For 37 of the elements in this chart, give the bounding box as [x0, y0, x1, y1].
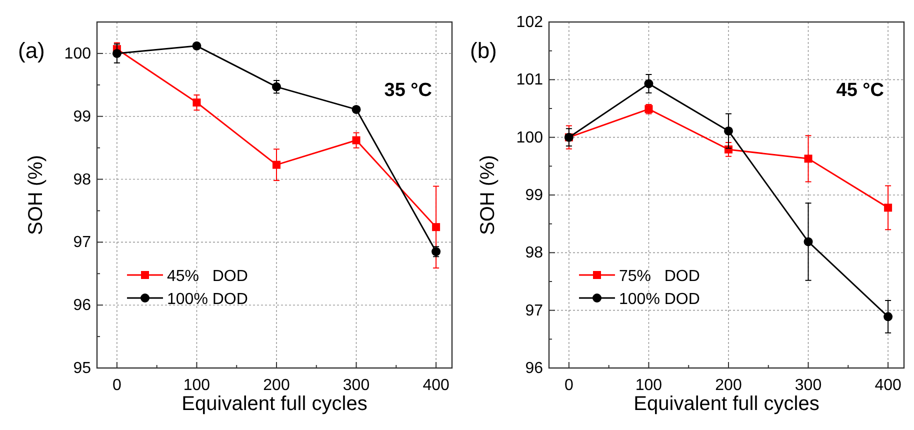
x-tick-label: 0 [112, 377, 122, 394]
x-tick-label: 300 [342, 377, 370, 394]
y-tick-label: 99 [525, 187, 544, 204]
x-tick-label: 400 [422, 377, 450, 394]
y-tick-label: 100 [64, 45, 92, 62]
y-tick-label: 96 [525, 360, 544, 377]
y-tick-label: 99 [73, 108, 92, 126]
y-tick-label: 101 [516, 72, 544, 89]
point [352, 104, 361, 114]
x-tick-label: 100 [183, 377, 210, 394]
x-tick-label: 200 [715, 377, 742, 394]
annotation: 35 °C [384, 80, 432, 101]
point [192, 41, 202, 50]
x-tick-label: 400 [874, 377, 902, 394]
legend-label: 100% DOD [619, 291, 700, 308]
y-axis-title: SOH (%) [477, 155, 499, 235]
y-tick-label: 97 [525, 302, 544, 320]
x-tick-label: 0 [564, 377, 574, 394]
x-tick-label: 300 [794, 377, 822, 394]
annotation: 45 °C [836, 80, 884, 101]
y-tick-label: 102 [516, 14, 544, 31]
x-axis-title: Equivalent full cycles [634, 393, 820, 415]
x-axis-title: Equivalent full cycles [182, 393, 368, 415]
text: (b) [470, 38, 497, 63]
legend-label: 75% DOD [619, 268, 700, 285]
y-tick-label: 95 [73, 360, 92, 377]
y-tick-label: 97 [73, 234, 92, 252]
legend-label: 100% DOD [167, 291, 248, 308]
y-tick-label: 100 [516, 129, 544, 146]
y-tick-label: 96 [73, 297, 92, 314]
y-tick-label: 98 [73, 171, 92, 188]
x-tick-label: 100 [635, 377, 662, 394]
y-tick-label: 98 [525, 244, 544, 262]
text: (a) [18, 38, 45, 63]
y-axis-title: SOH (%) [25, 155, 47, 235]
legend-label: 45% DOD [167, 268, 248, 285]
x-tick-label: 200 [263, 377, 290, 394]
